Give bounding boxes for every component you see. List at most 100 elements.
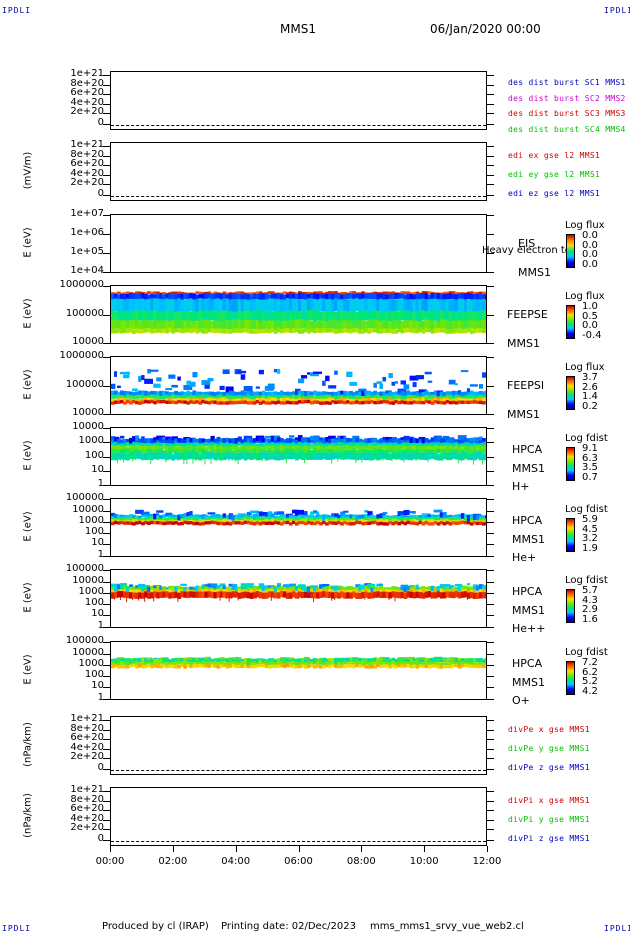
ytick-mark-des-2 [103,94,110,95]
spectrogram-cell [186,514,191,519]
spectrogram-cell [337,517,341,522]
spectrogram-cell [282,589,287,593]
spectrogram-speck [427,514,433,517]
spectrogram-cell [343,452,347,460]
spectrogram-cell [207,445,212,450]
spectrogram-cell [162,395,166,400]
spectrogram-cell [382,311,387,322]
spectrogram-cell [373,327,378,333]
spectrogram-cell [258,443,263,448]
spectrogram-cell [409,391,414,397]
spectrogram-cell [352,516,356,521]
spectrogram-cell [207,661,212,666]
spectrogram-cell [159,521,163,525]
spectrogram-cell [297,441,302,446]
spectrogram-drip [442,458,444,461]
spectrogram-cell [279,299,284,313]
spectrogram-cell [117,588,121,593]
spectrogram-cell [364,298,368,312]
spectrogram-cell [249,449,254,454]
spectrogram-cell [331,445,335,450]
spectrogram-cell [337,449,341,455]
spectrogram-cell [294,395,299,400]
spectrogram-cell [385,515,390,519]
spectrogram-cell [457,395,462,400]
spectrogram-cell [445,310,450,321]
spectrogram-cell [397,292,402,300]
spectrogram-speck [415,584,419,590]
colorbar-value-hpca_o-0: 7.2 [582,657,598,668]
spectrogram-cell [246,299,251,313]
spectrogram-cell [322,394,326,399]
spectrogram-cell [195,298,200,312]
spectrogram-drip [361,458,363,463]
spectrogram-cell [165,588,169,593]
spectrogram-cell [147,397,151,402]
spectrogram-cell [442,291,447,295]
spectrogram-cell [168,517,172,521]
spectrogram-speck [210,583,218,588]
spectrogram-speck [481,584,486,589]
spectrogram-cell [267,589,272,593]
spectrogram-cell [213,664,218,668]
spectrogram-cell [337,442,341,447]
spectrogram-cell [270,586,275,591]
ytick-mark-hpca_he-0 [103,499,110,501]
spectrogram-cell [129,589,133,593]
spectrogram-cell [427,310,432,322]
spectrogram-cell [421,442,426,447]
spectrogram-speck [204,384,210,389]
spectrogram-cell [349,452,353,460]
spectrogram-cell [316,517,320,521]
spectrogram-cell [126,293,130,301]
spectrogram-cell [285,661,290,666]
ytick-mark-right-eis-1 [487,234,494,236]
spectrogram-cell [279,585,284,590]
spectrogram-cell [228,310,233,322]
overlay-eis: Heavy electron to [482,245,571,256]
spectrogram-cell [352,514,356,518]
spectrogram-cell [231,395,236,400]
spectrogram-drip [114,597,116,600]
spectrogram-cell [424,319,429,329]
spectrogram-cell [304,591,308,598]
colorbar-value-hpca_hepp-0: 5.7 [582,585,598,596]
spectrogram-cell [126,453,130,461]
spectrogram-cell [213,592,218,599]
spectrogram-speck [189,586,195,590]
colorbar-title-hpca_h: Log fdist [565,433,608,444]
spectrogram-cell [352,298,356,312]
spectrogram-cell [240,521,245,525]
spectrogram-cell [264,592,269,599]
spectrogram-cell [457,592,462,599]
spectrogram-cell [174,291,178,295]
spectrogram-cell [147,592,151,599]
spectrogram-cell [234,514,239,519]
spectrogram-cell [373,292,378,300]
spectrogram-cell [177,664,181,669]
spectrogram-cell [183,299,187,313]
spectrogram-cell [361,663,365,668]
spectrogram-cell [228,395,233,400]
spectrogram-cell [313,400,317,404]
spectrogram-cell [400,514,405,518]
spectrogram-cell [207,327,212,333]
spectrogram-cell [328,443,332,448]
spectrogram-speck [138,376,142,382]
spectrogram-hpca_o [111,656,486,669]
spectrogram-cell [439,299,444,313]
spectrogram-drip [237,458,239,465]
spectrogram-cell [258,395,263,400]
spectrogram-cell [454,391,459,397]
spectrogram-cell [466,448,471,454]
spectrogram-cell [237,398,242,402]
spectrogram-cell [364,660,368,665]
spectrogram-cell [361,395,365,400]
spectrogram-cell [463,589,468,593]
spectrogram-cell [180,518,184,522]
spectrogram-cell [430,320,435,330]
spectrogram-cell [252,401,257,405]
spectrogram-cell [282,311,287,322]
spectrogram-cell [198,291,203,295]
spectrogram-cell [132,586,136,591]
